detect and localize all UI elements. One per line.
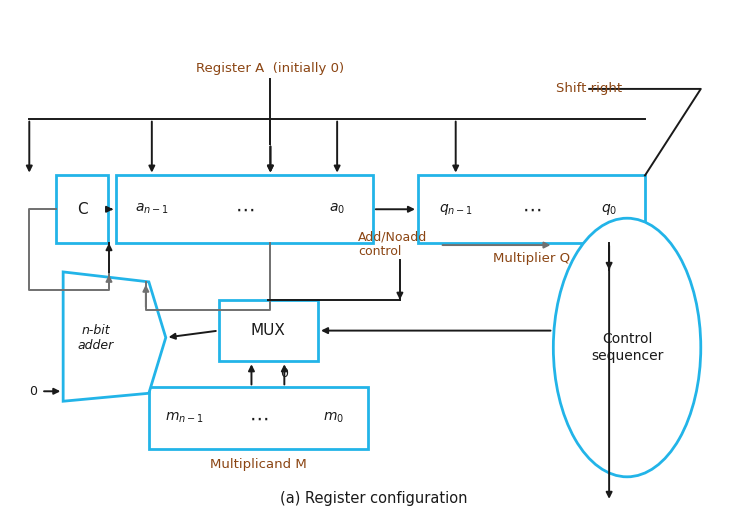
Text: Shift right: Shift right xyxy=(556,83,622,95)
Polygon shape xyxy=(63,272,166,401)
Text: $\cdots$: $\cdots$ xyxy=(235,200,254,219)
Ellipse shape xyxy=(554,218,701,477)
Text: $a_{n-1}$: $a_{n-1}$ xyxy=(135,202,169,217)
Text: (a) Register configuration: (a) Register configuration xyxy=(280,491,468,506)
Text: $q_0$: $q_0$ xyxy=(601,202,617,217)
Bar xyxy=(149,388,368,449)
Text: $\cdots$: $\cdots$ xyxy=(522,200,541,219)
Bar xyxy=(418,175,645,243)
Text: $a_0$: $a_0$ xyxy=(329,202,345,217)
Text: C: C xyxy=(77,202,88,217)
Bar xyxy=(218,300,318,361)
Text: $q_{n-1}$: $q_{n-1}$ xyxy=(438,202,473,217)
Text: Multiplicand M: Multiplicand M xyxy=(210,458,307,472)
Bar xyxy=(116,175,373,243)
Text: Control
sequencer: Control sequencer xyxy=(591,332,663,363)
Text: Add/Noadd
control: Add/Noadd control xyxy=(358,230,427,258)
Text: MUX: MUX xyxy=(251,323,286,338)
Text: $m_0$: $m_0$ xyxy=(322,411,343,425)
Text: $m_{n-1}$: $m_{n-1}$ xyxy=(165,411,204,425)
Text: 0: 0 xyxy=(280,367,288,380)
Text: n-bit
adder: n-bit adder xyxy=(78,324,114,351)
Text: $\cdots$: $\cdots$ xyxy=(249,409,268,428)
Text: Multiplier Q: Multiplier Q xyxy=(493,252,570,266)
Text: Register A  (initially 0): Register A (initially 0) xyxy=(196,61,344,74)
Text: 0: 0 xyxy=(29,385,37,398)
Bar xyxy=(56,175,108,243)
